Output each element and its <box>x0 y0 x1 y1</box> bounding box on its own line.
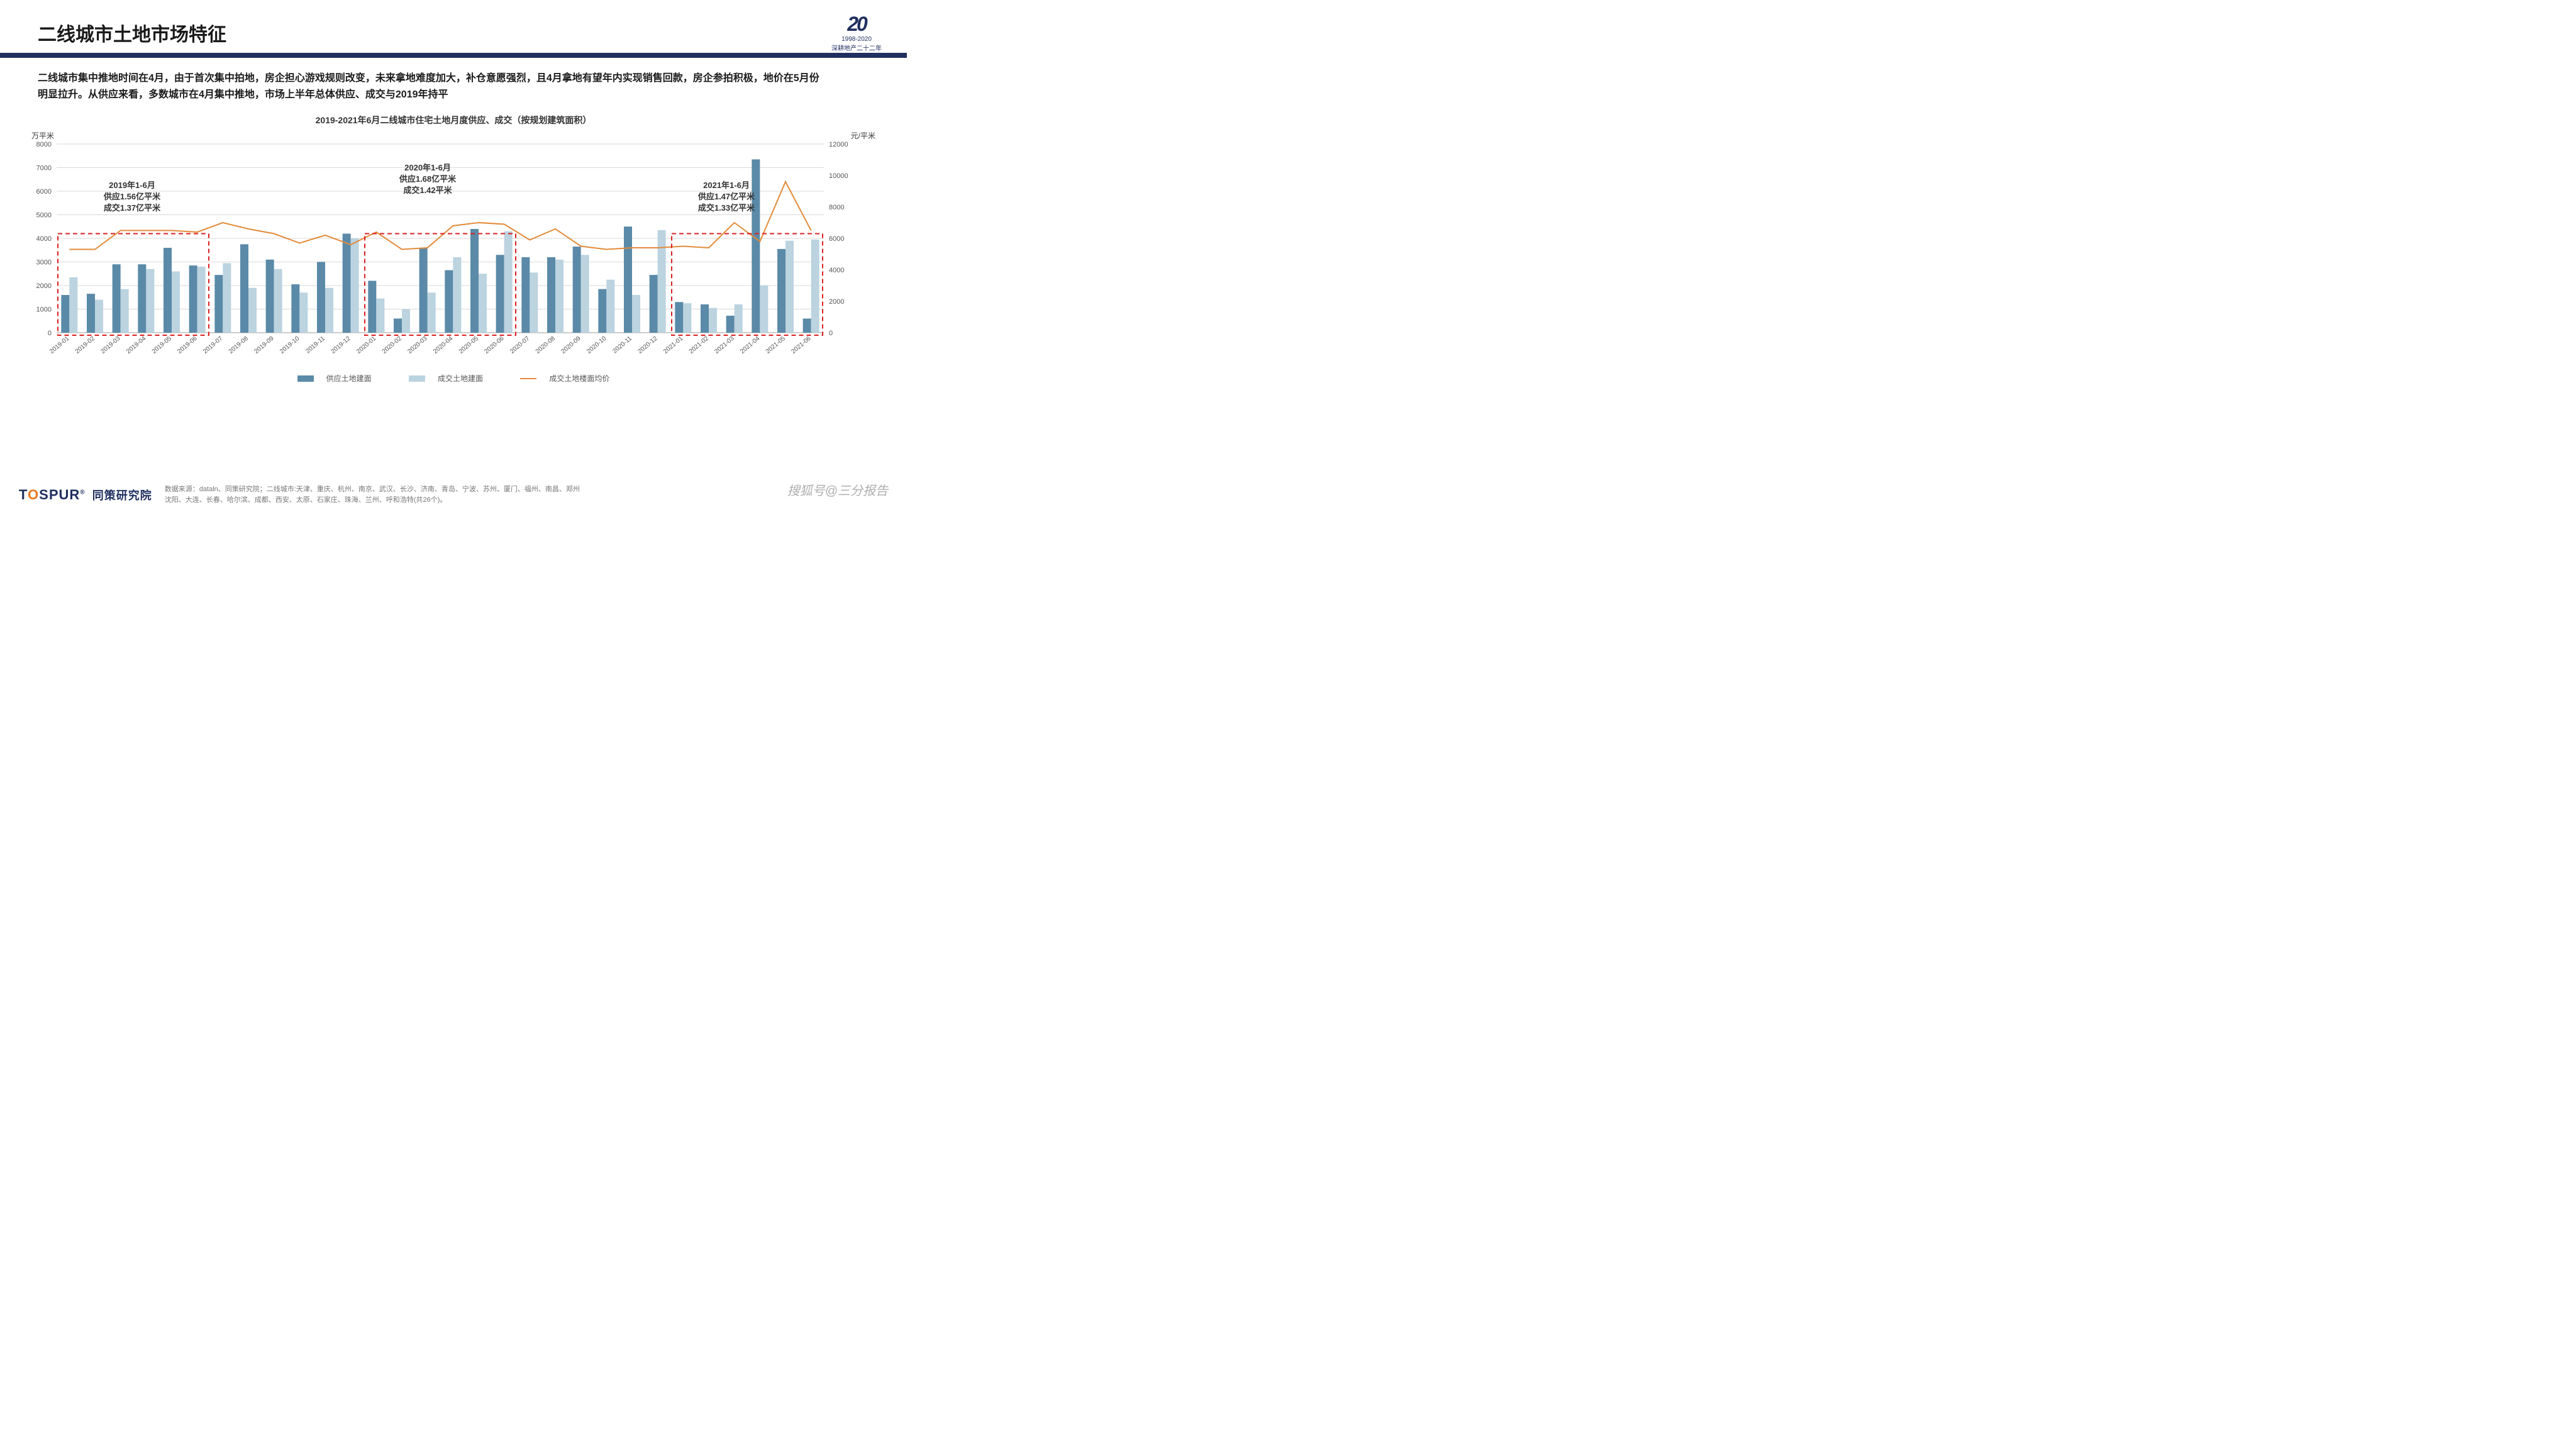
svg-text:10000: 10000 <box>829 172 848 180</box>
corner-logo: 20 1998-2020 深耕地产二十二年 <box>831 13 882 52</box>
svg-text:供应1.47亿平米: 供应1.47亿平米 <box>697 192 755 201</box>
footer-logo: TOSPUR® 同策研究院 <box>19 487 152 503</box>
svg-text:1000: 1000 <box>36 306 52 314</box>
svg-text:4000: 4000 <box>36 235 52 243</box>
svg-text:2021-01: 2021-01 <box>662 335 685 355</box>
svg-text:2019-01: 2019-01 <box>48 335 71 355</box>
svg-text:8000: 8000 <box>829 204 844 211</box>
svg-text:6000: 6000 <box>36 188 52 196</box>
y-left-unit: 万平米 <box>31 130 54 141</box>
chart-container: 万平米 元/平米 0 1000 2000 3000 4000 5000 6000 7000 80… <box>19 131 888 370</box>
svg-text:2019-02: 2019-02 <box>74 335 97 355</box>
svg-text:2000: 2000 <box>829 298 844 306</box>
svg-text:2020-01: 2020-01 <box>355 335 378 355</box>
page-title: 二线城市土地市场特征 <box>0 0 907 53</box>
svg-text:2020-11: 2020-11 <box>611 335 633 355</box>
svg-text:2019-04: 2019-04 <box>125 335 148 355</box>
svg-text:2020-07: 2020-07 <box>509 335 531 355</box>
watermark: 搜狐号@三分报告 <box>787 480 888 499</box>
svg-text:0: 0 <box>829 330 833 337</box>
chart-svg: 0 1000 2000 3000 4000 5000 6000 7000 8000 0 2000 40… <box>19 131 862 370</box>
svg-text:2020-08: 2020-08 <box>535 335 557 355</box>
svg-text:2019-12: 2019-12 <box>330 335 352 355</box>
title-underline <box>0 53 907 58</box>
y-right-unit: 元/平米 <box>851 130 875 141</box>
svg-text:成交1.33亿平米: 成交1.33亿平米 <box>698 203 755 213</box>
svg-text:2019-10: 2019-10 <box>279 335 301 355</box>
svg-text:6000: 6000 <box>829 235 844 243</box>
svg-text:2020-10: 2020-10 <box>586 335 608 355</box>
svg-text:0: 0 <box>48 330 52 337</box>
svg-text:供应1.68亿平米: 供应1.68亿平米 <box>399 174 457 184</box>
svg-text:2021年1-6月: 2021年1-6月 <box>703 180 750 190</box>
svg-text:成交1.42平米: 成交1.42平米 <box>403 186 452 195</box>
legend-price: 成交土地楼面均价 <box>511 373 618 384</box>
svg-text:2020-03: 2020-03 <box>406 335 429 355</box>
footer-note: 数据来源：dataln、同策研究院；二线城市:天津、重庆、杭州、南京、武汉、长沙… <box>165 484 580 505</box>
svg-text:2020-05: 2020-05 <box>458 335 480 355</box>
svg-text:供应1.56亿平米: 供应1.56亿平米 <box>103 192 161 201</box>
svg-text:2019年1-6月: 2019年1-6月 <box>109 180 155 190</box>
svg-text:5000: 5000 <box>36 212 52 219</box>
svg-text:2000: 2000 <box>36 282 52 290</box>
svg-text:2020年1-6月: 2020年1-6月 <box>404 163 451 172</box>
svg-text:2020-06: 2020-06 <box>483 335 506 355</box>
svg-text:成交1.37亿平米: 成交1.37亿平米 <box>104 203 161 213</box>
svg-text:2020-04: 2020-04 <box>432 335 455 355</box>
svg-text:8000: 8000 <box>36 141 52 148</box>
svg-text:2021-03: 2021-03 <box>713 335 736 355</box>
svg-text:2019-06: 2019-06 <box>176 335 199 355</box>
svg-text:2020-09: 2020-09 <box>560 335 582 355</box>
svg-text:2019-08: 2019-08 <box>228 335 250 355</box>
legend-deal: 成交土地建面 <box>400 373 492 384</box>
svg-text:12000: 12000 <box>829 141 848 148</box>
legend-supply: 供应土地建面 <box>289 373 380 384</box>
legend: 供应土地建面 成交土地建面 成交土地楼面均价 <box>0 373 907 384</box>
svg-text:2021-02: 2021-02 <box>688 335 711 355</box>
svg-text:4000: 4000 <box>829 267 844 274</box>
svg-text:2019-05: 2019-05 <box>151 335 174 355</box>
svg-text:2019-09: 2019-09 <box>253 335 275 355</box>
description: 二线城市集中推地时间在4月，由于首次集中拍地，房企担心游戏规则改变，未来拿地难度… <box>0 64 907 103</box>
svg-text:2020-02: 2020-02 <box>381 335 404 355</box>
chart-title: 2019-2021年6月二线城市住宅土地月度供应、成交（按规划建筑面积） <box>0 114 907 126</box>
svg-text:2019-11: 2019-11 <box>304 335 326 355</box>
svg-text:2021-06: 2021-06 <box>790 335 813 355</box>
footer: TOSPUR® 同策研究院 数据来源：dataln、同策研究院；二线城市:天津、… <box>19 484 888 505</box>
svg-text:7000: 7000 <box>36 165 52 172</box>
svg-text:2019-07: 2019-07 <box>202 335 225 355</box>
svg-text:2019-03: 2019-03 <box>99 335 122 355</box>
svg-text:2021-04: 2021-04 <box>739 335 762 355</box>
svg-text:3000: 3000 <box>36 259 52 267</box>
svg-text:2020-12: 2020-12 <box>636 335 659 355</box>
svg-text:2021-05: 2021-05 <box>765 335 787 355</box>
